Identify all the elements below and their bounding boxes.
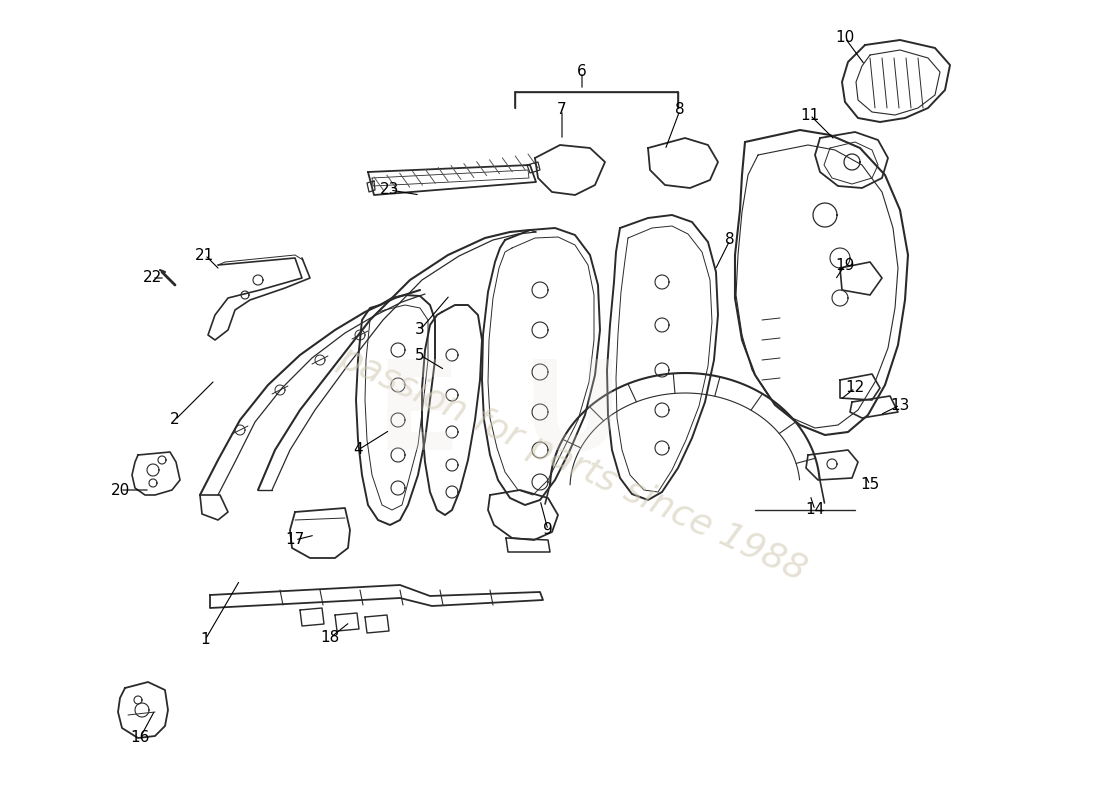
- Text: 23: 23: [381, 182, 399, 198]
- Text: 21: 21: [196, 247, 214, 262]
- Text: 18: 18: [320, 630, 340, 646]
- Text: 19: 19: [835, 258, 855, 273]
- Text: 7: 7: [558, 102, 566, 118]
- Text: 5: 5: [415, 347, 425, 362]
- Text: 13: 13: [890, 398, 910, 413]
- Text: 17: 17: [285, 533, 305, 547]
- Text: 16: 16: [130, 730, 150, 746]
- Text: 6: 6: [578, 65, 587, 79]
- Text: 10: 10: [835, 30, 855, 46]
- Text: 1: 1: [200, 633, 210, 647]
- Text: 8: 8: [675, 102, 685, 118]
- Text: 12: 12: [846, 381, 865, 395]
- Text: 22: 22: [142, 270, 162, 286]
- Text: 2: 2: [170, 413, 179, 427]
- Text: 20: 20: [110, 482, 130, 498]
- Text: 3: 3: [415, 322, 425, 338]
- Text: passion for parts since 1988: passion for parts since 1988: [332, 340, 812, 588]
- Text: 4: 4: [353, 442, 363, 458]
- Text: 14: 14: [805, 502, 825, 518]
- Text: 9: 9: [543, 522, 553, 538]
- Text: 15: 15: [860, 478, 880, 493]
- Text: U: U: [521, 355, 623, 477]
- Text: E: E: [375, 355, 461, 477]
- Text: 11: 11: [801, 107, 820, 122]
- Text: 8: 8: [725, 233, 735, 247]
